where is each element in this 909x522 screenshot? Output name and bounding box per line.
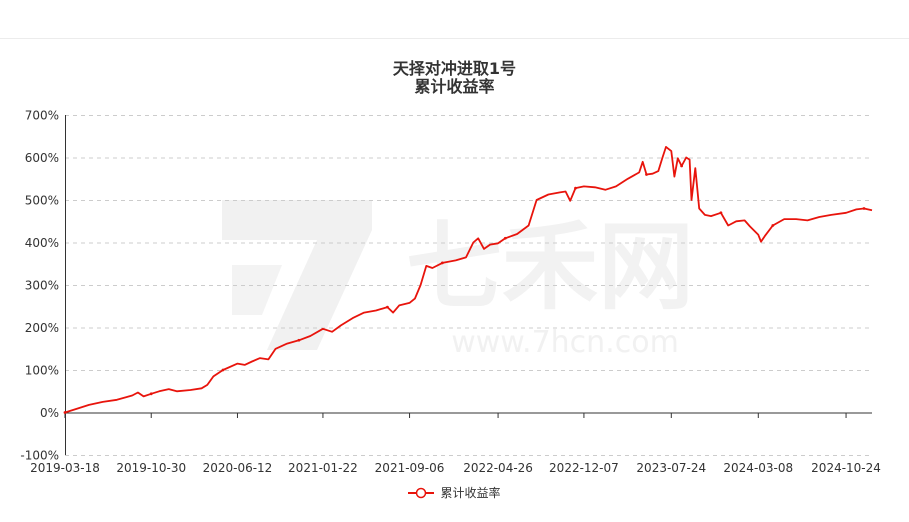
y-tick-label: 400%	[25, 236, 59, 250]
y-tick-label: -100%	[20, 449, 59, 463]
legend[interactable]: 累计收益率	[0, 484, 909, 501]
data-point	[680, 164, 684, 168]
x-tick-label: 2020-06-12	[203, 461, 273, 475]
data-point	[645, 173, 648, 176]
x-tick-label: 2024-03-08	[723, 461, 793, 475]
x-tick-label: 2022-04-26	[463, 461, 533, 475]
chart-subtitle: 累计收益率	[414, 77, 495, 96]
x-tick-label: 2021-01-22	[288, 461, 358, 475]
grid-lines	[65, 115, 872, 456]
data-point	[386, 305, 389, 309]
data-point	[771, 224, 775, 227]
x-tick-label: 2022-12-07	[549, 461, 619, 475]
chart-title: 天择对冲进取1号	[392, 59, 517, 78]
y-axis: 700% 600% 500% 400% 300% 200% 100% 0% -100%	[20, 109, 66, 463]
y-tick-label: 100%	[25, 364, 59, 378]
y-tick-label: 300%	[25, 279, 59, 293]
y-tick-label: 700%	[25, 109, 59, 123]
legend-label: 累计收益率	[440, 486, 501, 500]
data-point	[862, 207, 866, 210]
watermark-logo-text: 七禾网	[406, 211, 694, 323]
data-point	[149, 392, 153, 396]
x-tick-label: 2021-09-06	[375, 461, 445, 475]
y-tick-label: 0%	[40, 406, 59, 420]
x-tick-label: 2023-07-24	[636, 461, 706, 475]
data-point	[297, 338, 301, 342]
watermark-logo-shape	[222, 200, 372, 350]
y-tick-label: 200%	[25, 321, 59, 335]
x-tick-label: 2019-03-18	[30, 461, 100, 475]
data-point	[574, 186, 577, 190]
top-divider	[0, 38, 909, 39]
y-tick-label: 500%	[25, 194, 59, 208]
watermark-logo-accent	[232, 265, 282, 315]
x-axis: 2019-03-18 2019-10-30 2020-06-12 2021-01-22…	[30, 412, 881, 475]
data-point	[440, 261, 444, 265]
x-tick-label: 2024-10-24	[811, 461, 881, 475]
series-layer	[63, 146, 873, 414]
series-line	[64, 146, 873, 414]
watermark-url-text: www.7hcn.com	[451, 325, 679, 360]
data-point	[503, 236, 507, 240]
data-point	[719, 211, 723, 215]
y-tick-label: 600%	[25, 151, 59, 165]
watermark: 七禾网 www.7hcn.com	[222, 200, 694, 360]
legend-line-circle-icon	[408, 487, 435, 498]
data-point	[63, 411, 67, 414]
data-point	[221, 368, 225, 372]
x-tick-label: 2019-10-30	[116, 461, 186, 475]
